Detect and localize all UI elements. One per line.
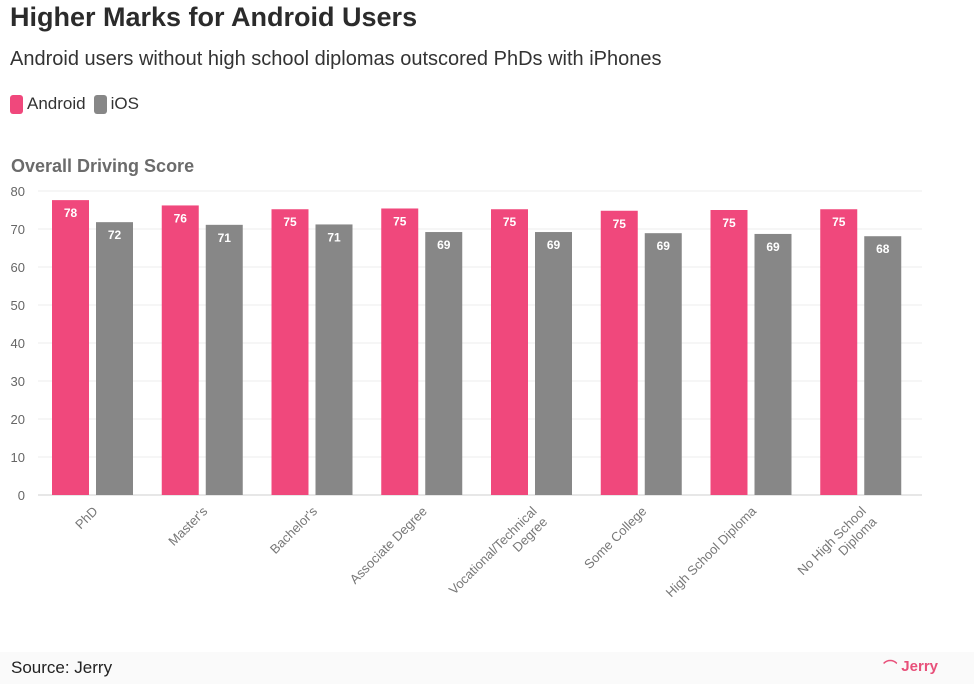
brand-logo[interactable]: ⌒ Jerry <box>883 658 938 675</box>
data-label: 75 <box>613 217 627 231</box>
x-tick-label: Bachelor's <box>267 503 321 557</box>
y-tick-label: 50 <box>11 298 25 313</box>
source-note: Source: Jerry <box>11 658 113 677</box>
legend-label-ios: iOS <box>110 94 139 113</box>
bar-ios <box>96 222 133 495</box>
data-label: 71 <box>327 230 341 244</box>
y-tick-label: 60 <box>11 260 25 275</box>
x-tick-label-line: High School Diploma <box>663 503 760 600</box>
bar-android <box>600 210 638 495</box>
x-tick-label: High School Diploma <box>663 503 760 600</box>
data-label: 71 <box>218 231 232 245</box>
y-tick-label: 40 <box>11 336 25 351</box>
x-tick-label-line: Vocational/Technical <box>446 503 540 597</box>
x-tick-label: PhD <box>72 504 100 532</box>
bar-android <box>381 208 419 496</box>
bar-ios <box>425 232 463 496</box>
x-tick-label: Some College <box>581 504 649 572</box>
legend-swatch-android <box>10 94 23 114</box>
y-tick-label: 0 <box>18 488 25 503</box>
legend-item-ios[interactable]: iOS <box>93 94 139 114</box>
x-tick-label-line: Bachelor's <box>267 503 321 557</box>
bar-ios <box>754 233 792 495</box>
bar-android <box>820 209 858 496</box>
bar-android <box>710 210 748 495</box>
bar-android <box>161 205 199 495</box>
y-tick-label: 70 <box>11 222 25 237</box>
bar-android <box>52 200 89 495</box>
y-tick-label: 30 <box>11 374 25 389</box>
data-label: 69 <box>547 238 561 252</box>
legend-swatch-ios <box>93 94 107 114</box>
data-label: 75 <box>283 215 297 229</box>
legend-label-android: Android <box>27 94 86 113</box>
data-label: 68 <box>876 242 890 256</box>
x-tick-label-line: Associate Degree <box>347 504 430 587</box>
brand-name: Jerry <box>901 658 938 675</box>
x-tick-label-line: Master's <box>165 503 210 548</box>
bar-ios <box>315 224 353 495</box>
footer: Source: Jerry ⌒ Jerry <box>0 652 974 684</box>
data-label: 75 <box>832 215 846 229</box>
bar-android <box>271 209 309 496</box>
data-label: 76 <box>174 211 188 225</box>
data-label: 69 <box>437 238 451 252</box>
chart-section-title: Overall Driving Score <box>11 156 194 176</box>
x-tick-label-line: Some College <box>581 504 649 572</box>
data-label: 75 <box>722 216 736 230</box>
chart-subtitle: Android users without high school diplom… <box>10 48 662 70</box>
data-label: 72 <box>108 228 122 242</box>
bar-ios <box>864 236 902 495</box>
x-tick-label: Master's <box>165 503 210 548</box>
jerry-logo-icon: ⌒ <box>883 658 898 675</box>
y-tick-label: 80 <box>11 184 25 199</box>
bar-ios <box>205 224 243 495</box>
x-tick-label-line: PhD <box>72 504 100 532</box>
bar-ios <box>535 232 572 496</box>
bar-ios <box>644 233 682 495</box>
y-tick-label: 20 <box>11 412 25 427</box>
data-label: 69 <box>766 240 780 254</box>
legend: Android iOS <box>10 94 141 114</box>
data-label: 75 <box>393 214 407 228</box>
data-label: 75 <box>503 215 517 229</box>
chart-title: Higher Marks for Android Users <box>10 2 418 32</box>
data-label: 78 <box>64 206 78 220</box>
x-tick-label: Associate Degree <box>347 504 430 587</box>
data-label: 69 <box>657 239 671 253</box>
bar-android <box>491 209 528 496</box>
y-tick-label: 10 <box>11 450 25 465</box>
legend-item-android[interactable]: Android <box>10 94 86 114</box>
bar-chart: Overall Driving Score 0 10 20 30 40 50 60 70 80 78… <box>11 156 922 600</box>
